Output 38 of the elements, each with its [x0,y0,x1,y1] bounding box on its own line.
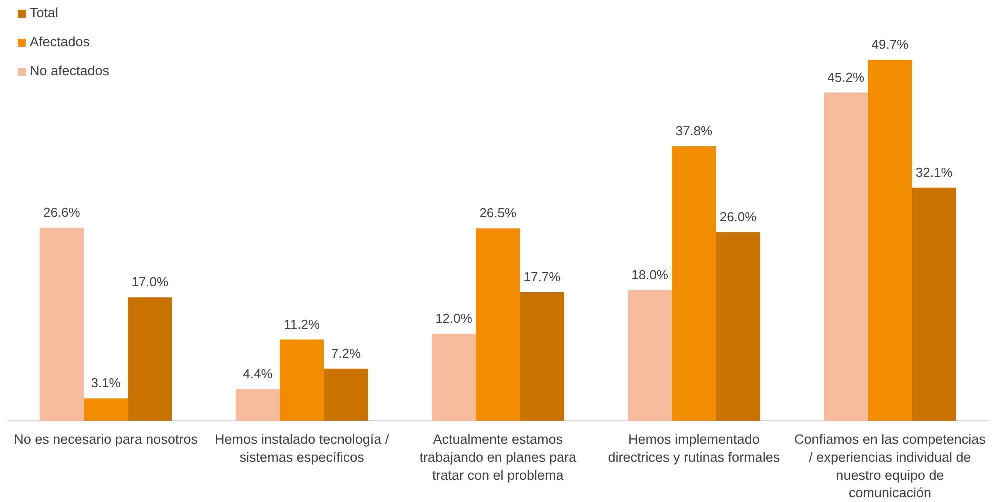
bar [520,292,564,422]
data-label: 45.2% [828,70,865,85]
data-label: 26.6% [43,204,81,220]
data-label: 17.0% [132,274,169,290]
data-label: 3.1% [91,376,122,391]
data-label: 4.4% [243,366,274,382]
bar [716,232,760,422]
data-label: 7.2% [331,346,362,361]
bar [912,188,956,422]
bar [40,228,84,422]
data-label: 12.0% [436,311,473,326]
bar [128,298,172,422]
bar [236,389,280,422]
x-tick-label: Hemos implementado directrices y rutinas formales [608,432,780,465]
bar [476,228,520,422]
data-label: 18.0% [632,267,669,282]
data-label: 11.2% [284,316,320,332]
x-tick-label: Actualmente estamos trabajando en planes para tratar con el problema [420,432,578,483]
legend-label: Afectados [30,34,90,50]
data-label: 17.7% [524,270,562,285]
bar [868,60,912,422]
x-tick-label: Hemos instalado tecnología / sistemas específicos [215,432,390,465]
data-label: 37.8% [676,124,714,139]
bar [672,146,716,422]
x-tick-label: No es necesario para nosotros [14,432,198,447]
bar [84,398,128,422]
bar [628,290,672,422]
data-label: 26.5% [480,206,517,221]
bar [824,92,868,422]
bar [432,334,476,422]
data-label: 32.1% [916,164,954,180]
bar [280,340,324,422]
bar [324,368,368,422]
legend-label: Total [30,6,59,21]
x-tick-label: Confiamos en las competencias / experiencias individual de nuestro equipo de comunicación [794,432,986,501]
data-label: 26.0% [720,209,758,224]
data-label: 49.7% [872,37,910,52]
legend-label: No afectados [30,64,110,79]
